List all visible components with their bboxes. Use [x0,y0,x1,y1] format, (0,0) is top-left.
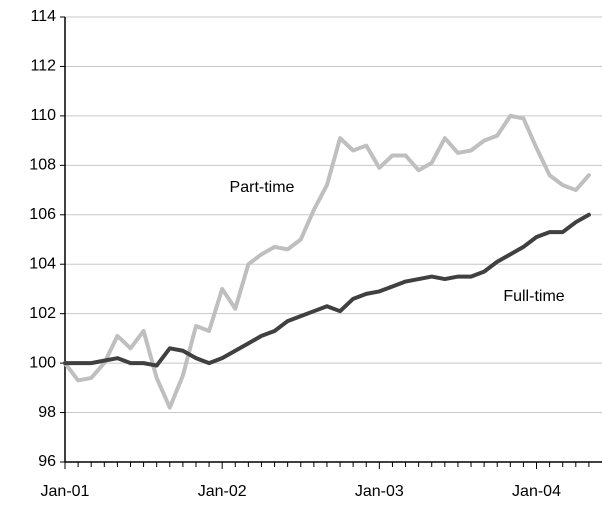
series-line [63,212,591,368]
series-label: Full-time [503,288,564,305]
x-tick-label: Jan-02 [198,483,247,500]
series-line [63,113,591,410]
series-label: Part-time [230,179,295,196]
y-tick-label: 98 [38,404,56,421]
y-tick-label: 96 [38,453,56,470]
y-tick-label: 106 [29,206,56,223]
x-tick-label: Jan-03 [355,483,404,500]
y-tick-label: 112 [30,58,56,75]
y-tick-label: 102 [29,305,56,322]
y-tick-label: 100 [29,354,56,371]
y-tick-label: 114 [30,8,56,25]
y-tick-label: 104 [29,255,56,272]
x-tick-label: Jan-01 [41,483,90,500]
y-tick-label: 108 [29,157,56,174]
y-tick-label: 110 [30,107,56,124]
x-tick-label: Jan-04 [512,483,561,500]
